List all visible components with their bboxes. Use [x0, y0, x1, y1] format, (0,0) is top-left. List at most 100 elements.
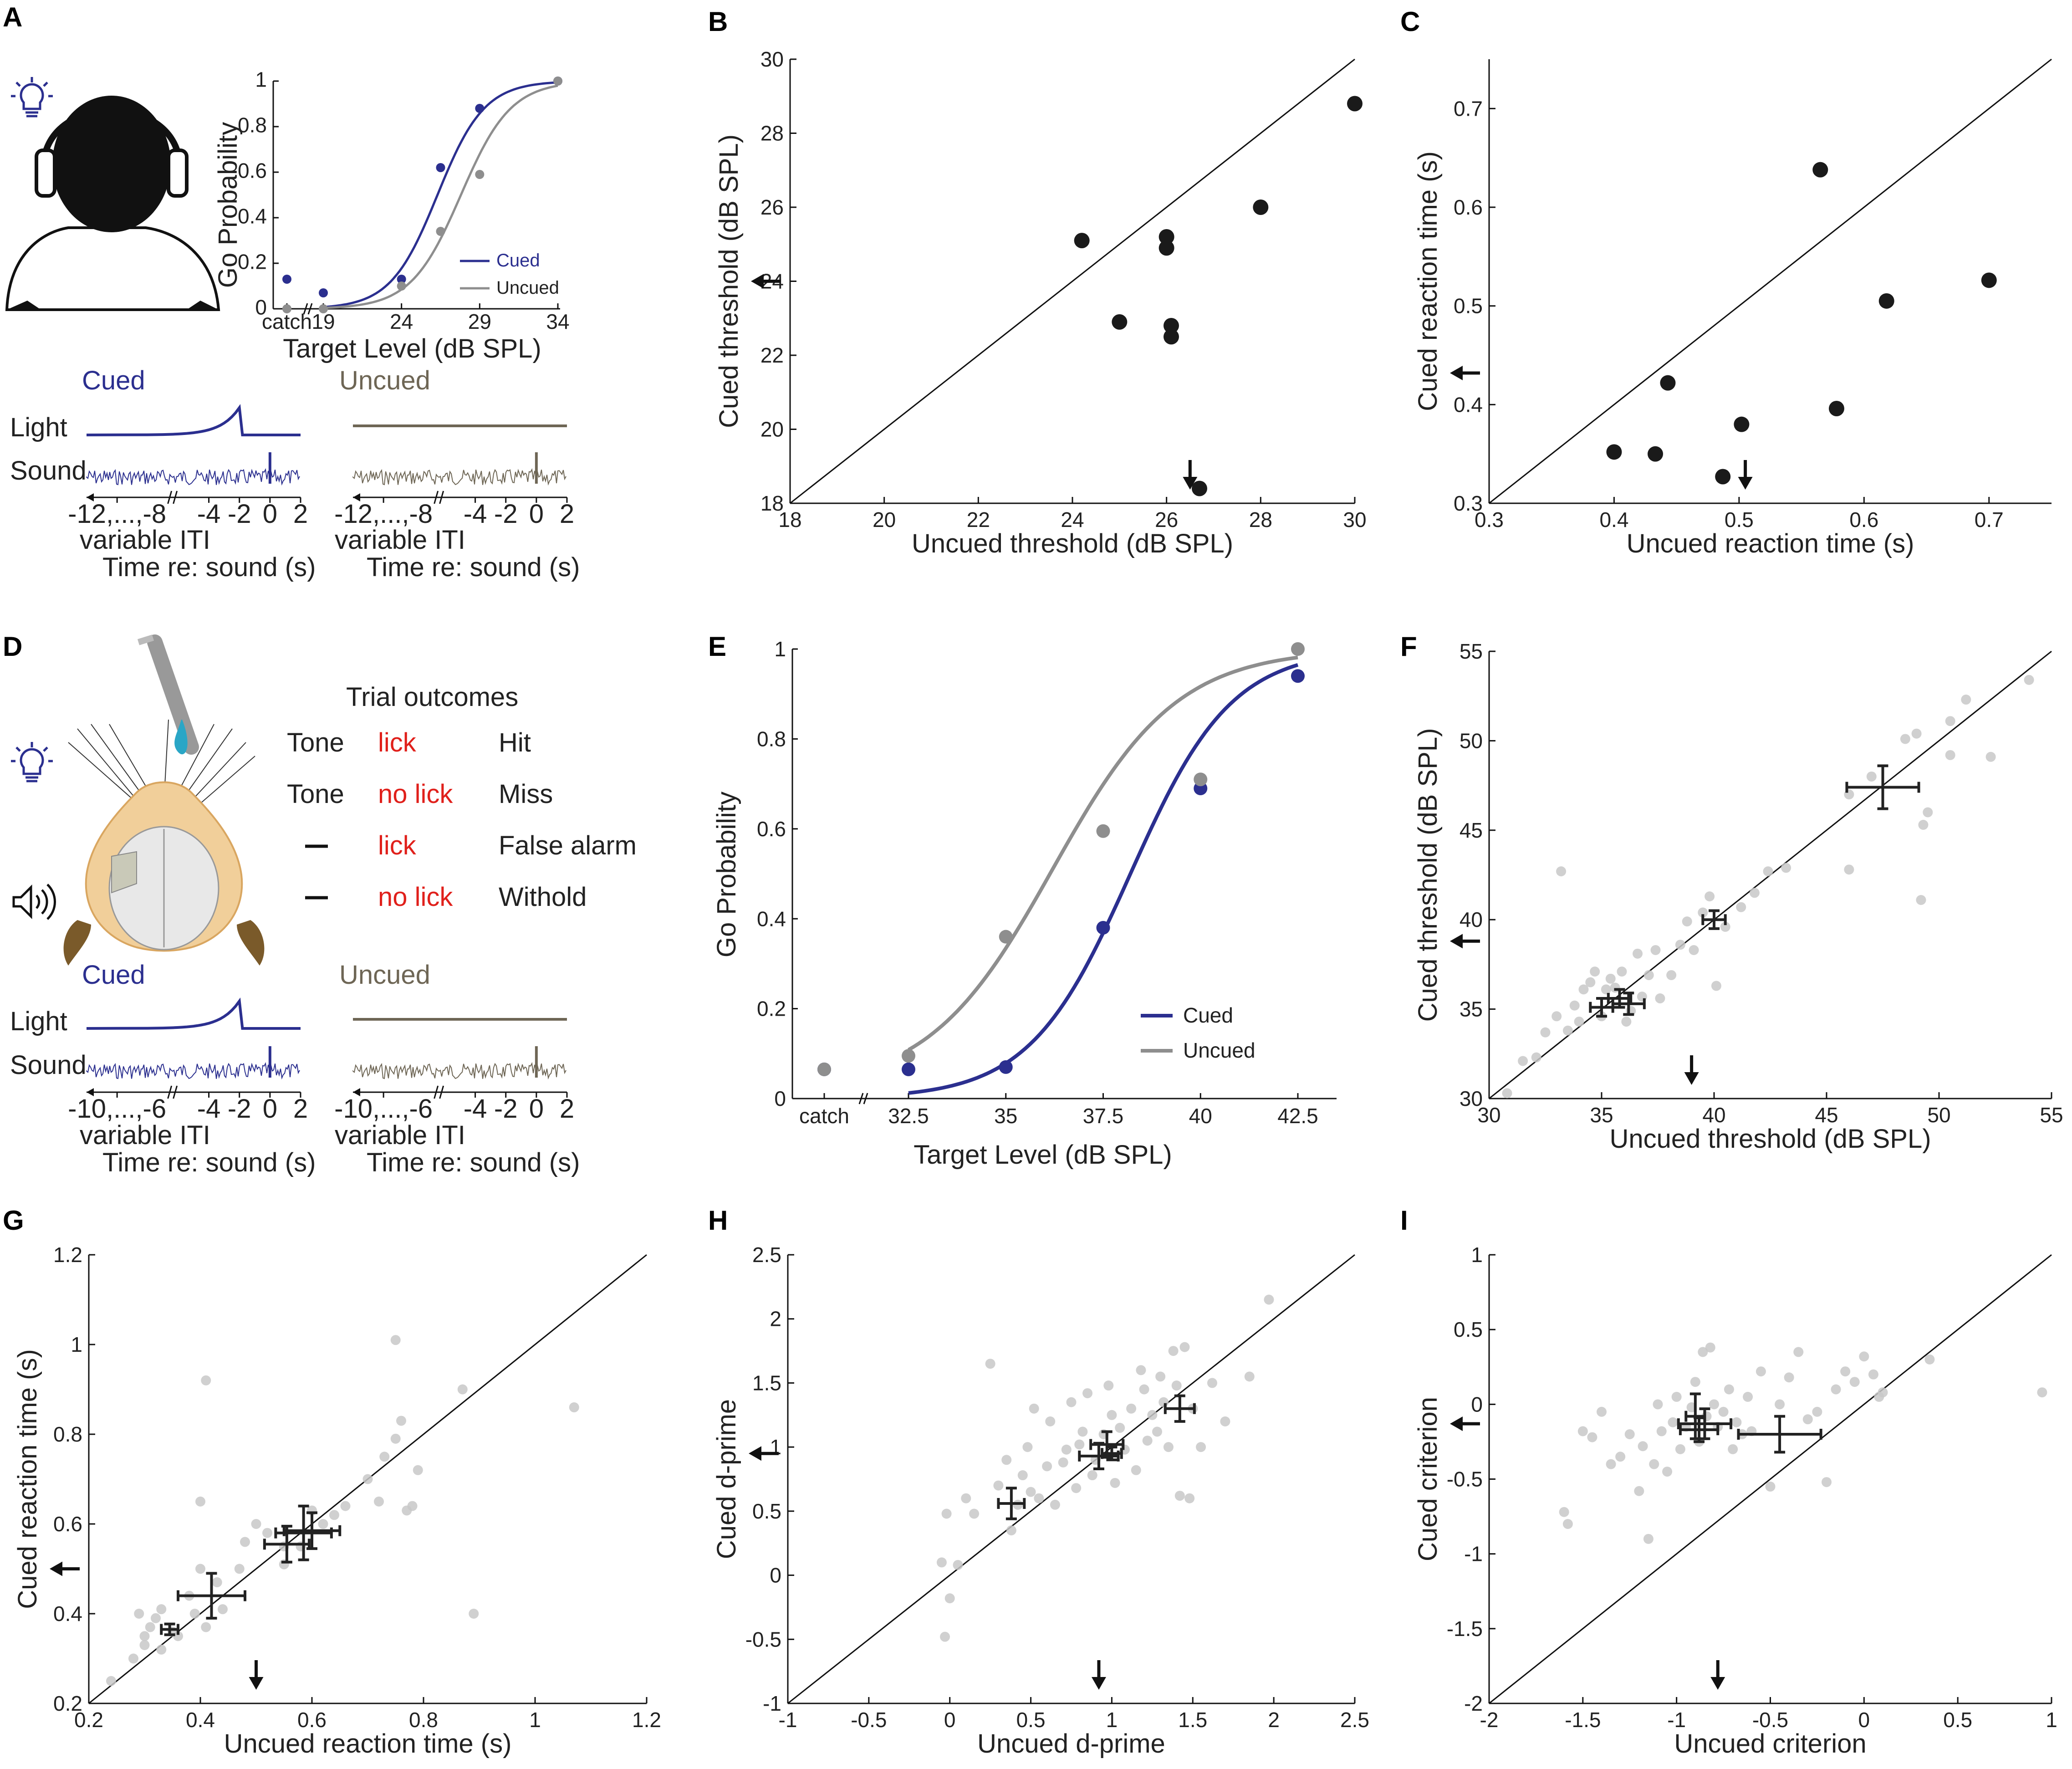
x-axis-label: Target Level (dB SPL) — [914, 1140, 1172, 1170]
light-trace — [86, 997, 301, 1030]
time-tick-label: -10,...,-6 — [68, 1094, 166, 1124]
x-tick-label: 42.5 — [1277, 1104, 1318, 1128]
data-point — [1649, 1459, 1659, 1469]
data-point — [1034, 1493, 1044, 1503]
data-point-uncued — [1291, 642, 1305, 656]
data-point — [1822, 1477, 1832, 1488]
data-point — [1066, 1397, 1077, 1407]
data-point — [329, 1510, 339, 1520]
data-point — [189, 1609, 200, 1619]
x-tick-label: 29 — [468, 310, 491, 333]
data-point — [1617, 966, 1627, 977]
data-point — [1577, 1426, 1588, 1437]
data-point-cued — [319, 288, 328, 297]
data-point — [1347, 96, 1363, 112]
x-tick-label: 40 — [1702, 1103, 1725, 1127]
legend-cued-e: Cued — [1183, 1003, 1233, 1027]
data-point-uncued — [1096, 824, 1110, 838]
data-point — [1643, 1534, 1654, 1544]
y-arrow-head — [751, 274, 764, 289]
x-tick-label: -1 — [779, 1708, 797, 1732]
data-point-uncued — [436, 227, 445, 236]
data-point — [993, 1480, 1004, 1491]
x-tick-label: 50 — [1927, 1103, 1950, 1127]
sound-label-a: Sound — [10, 456, 87, 486]
data-point — [1666, 970, 1677, 980]
data-point — [1633, 948, 1643, 959]
data-point — [1103, 1380, 1114, 1391]
y-tick-label: 0.6 — [1454, 195, 1483, 219]
data-point — [1749, 888, 1760, 898]
data-point — [1244, 1371, 1255, 1382]
x-tick-label: 0.8 — [409, 1708, 438, 1732]
data-point-uncued — [553, 77, 562, 86]
data-point — [106, 1676, 116, 1686]
data-point — [1531, 1052, 1541, 1063]
data-point — [1849, 1377, 1860, 1387]
chart-e: 0 0.2 0.4 0.6 0.8 1 catch 32.5 35 37.5 40 42.5 Cued U… — [712, 637, 1337, 1170]
data-point — [156, 1604, 167, 1615]
y-tick-label: 1 — [770, 1435, 781, 1459]
panel-letter-f: F — [1400, 631, 1417, 662]
x-axis-label: Uncued reaction time (s) — [224, 1729, 512, 1759]
x-tick-label: 1 — [1106, 1708, 1118, 1732]
x-tick-label: 1 — [2046, 1708, 2057, 1732]
x-tick-label: catch — [799, 1104, 849, 1128]
data-point — [1662, 1467, 1673, 1477]
y-tick-label: 30 — [1460, 1087, 1483, 1110]
x-tick-label: 2.5 — [1340, 1708, 1369, 1732]
data-point — [1656, 1426, 1667, 1437]
y-tick-label: 2 — [770, 1307, 781, 1331]
data-point — [944, 1593, 955, 1604]
data-point — [1026, 1487, 1036, 1497]
data-point — [1502, 1088, 1512, 1099]
data-point — [262, 1528, 272, 1538]
data-point — [139, 1640, 150, 1650]
data-point — [1540, 1027, 1551, 1038]
data-point-cued — [999, 1060, 1013, 1074]
time-tick-label: -2 — [494, 499, 518, 529]
data-point — [569, 1402, 579, 1412]
data-point — [1147, 1410, 1158, 1420]
x-arrow-head — [1684, 1072, 1699, 1085]
data-point — [1158, 240, 1174, 256]
data-point — [1110, 1478, 1120, 1488]
time-tick-label: -2 — [494, 1094, 518, 1124]
y-tick-label: 45 — [1460, 818, 1483, 842]
time-label-a2: Time re: sound (s) — [367, 552, 580, 582]
panel-letter-i: I — [1400, 1205, 1408, 1236]
data-point — [2024, 675, 2034, 685]
data-point — [1556, 866, 1567, 877]
sound-trace — [352, 468, 566, 486]
unity-line — [790, 58, 1355, 504]
x-axis-label: Uncued threshold (dB SPL) — [1609, 1124, 1931, 1154]
data-point — [1171, 1380, 1182, 1391]
data-point — [1802, 1414, 1813, 1425]
y-tick-label: 1.5 — [752, 1371, 781, 1395]
y-tick-label: 22 — [760, 343, 784, 367]
y-tick-label: 0 — [770, 1564, 781, 1587]
data-point — [173, 1631, 183, 1641]
data-point — [1985, 752, 1996, 762]
data-point — [1923, 807, 1933, 818]
data-point — [1859, 1351, 1869, 1362]
panel-a-ylabel: Go Probability — [213, 122, 243, 288]
data-point — [1042, 1461, 1052, 1472]
lightbulb-icon — [11, 742, 53, 782]
time-tick-label: -10,...,-6 — [334, 1094, 433, 1124]
data-point — [961, 1493, 971, 1503]
panel-letter-h: H — [708, 1205, 728, 1236]
data-point — [1705, 1342, 1715, 1353]
y-tick-label: 28 — [760, 122, 784, 145]
legend-uncued-a: Uncued — [496, 278, 559, 298]
data-point — [1690, 1377, 1700, 1387]
x-arrow-head — [1183, 477, 1198, 490]
data-point — [1220, 1416, 1230, 1426]
y-tick-label: 30 — [760, 47, 784, 71]
data-point — [1918, 820, 1929, 830]
y-tick-label: 0.2 — [757, 997, 786, 1021]
time-tick-label: 0 — [263, 499, 277, 529]
axis-break — [434, 491, 439, 504]
